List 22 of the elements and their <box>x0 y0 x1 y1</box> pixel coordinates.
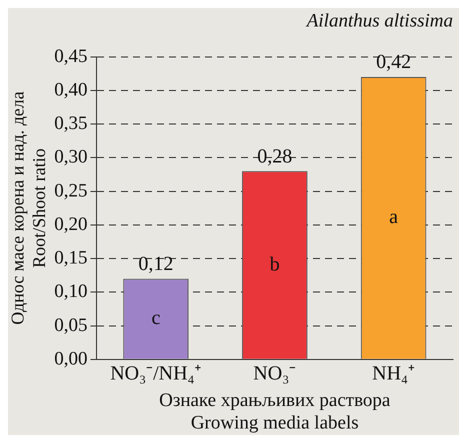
y-tick-label: 0,00 <box>54 348 88 370</box>
annotation: b <box>270 253 280 276</box>
y-tick-label: 0,45 <box>54 46 88 67</box>
x-axis-title: Ознаке храњљивих раствора Growing media labels <box>159 390 391 434</box>
y-tick-label: 0,40 <box>54 79 88 100</box>
x-tick-label: NH₄⁺ <box>372 362 416 385</box>
data-label: 0,12 <box>138 252 174 275</box>
annotation: a <box>389 206 398 228</box>
data-label: 0,42 <box>376 51 412 74</box>
annotation: c <box>151 307 160 330</box>
y-tick-label: 0,15 <box>54 248 88 269</box>
y-tick-label: 0,05 <box>54 314 88 336</box>
y-axis-title: Однос масе корена и над. дела Root/Shoot ratio <box>8 91 50 325</box>
y-tick-label: 0,10 <box>54 281 88 302</box>
x-tick-label: NO₃⁻/NH₄⁺ <box>110 362 202 385</box>
x-tick-label: NO₃⁻ <box>253 362 296 385</box>
y-tick-label: 0,20 <box>54 214 88 235</box>
y-tick-label: 0,35 <box>54 113 88 134</box>
y-tick-label: 0,25 <box>54 180 88 202</box>
y-tick-label: 0,30 <box>54 146 88 168</box>
data-label: 0,28 <box>257 145 292 168</box>
chart-title: Ailanthus altissima <box>304 10 453 32</box>
